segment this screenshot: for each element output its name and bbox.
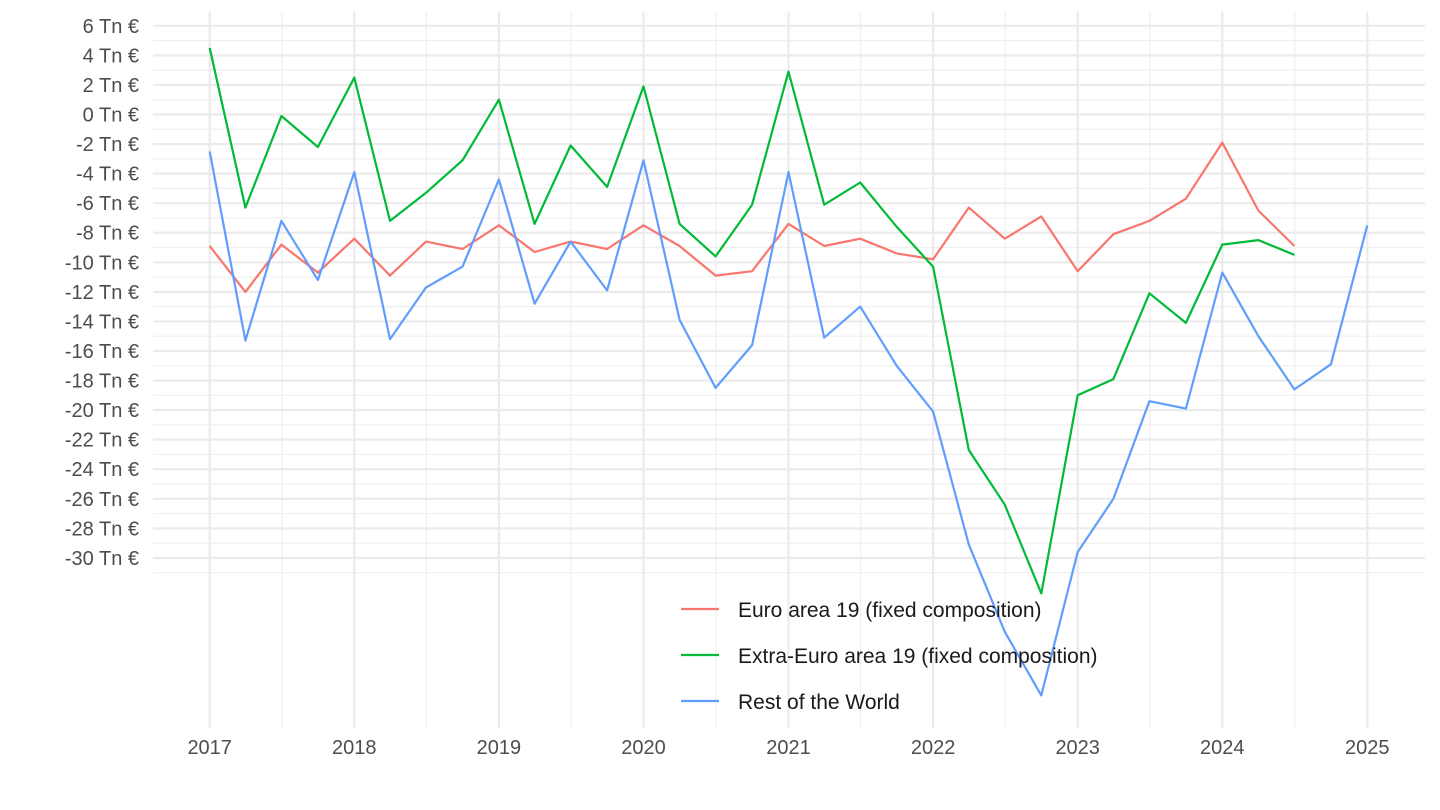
y-axis-tick-labels: 6 Tn € 4 Tn € 2 Tn € 0 Tn € -2 Tn € -4 Tn € -6… — [65, 16, 139, 570]
legend-label-1: Euro area 19 (fixed composition) — [738, 599, 1042, 622]
x-tick-label: 2021 — [766, 737, 811, 759]
x-tick-label: 2023 — [1055, 737, 1100, 759]
series-line-1 — [208, 141, 1296, 293]
y-tick-label: 4 Tn € — [83, 45, 139, 67]
y-tick-label: -20 Tn € — [65, 400, 139, 422]
x-tick-label: 2024 — [1200, 737, 1245, 759]
y-tick-label: 6 Tn € — [83, 16, 139, 38]
x-tick-label: 2017 — [187, 737, 232, 759]
y-tick-label: 0 Tn € — [83, 105, 139, 127]
major-gridlines — [153, 12, 1425, 728]
legend-label-3: Rest of the World — [738, 691, 900, 714]
y-tick-label: -24 Tn € — [65, 459, 139, 481]
series-line-2 — [208, 47, 1295, 595]
y-tick-label: -18 Tn € — [65, 371, 139, 393]
x-tick-label: 2020 — [621, 737, 666, 759]
x-axis-tick-labels: 2017 2018 2019 2020 2021 2022 2023 2024 2025 — [187, 737, 1389, 759]
x-tick-label: 2025 — [1345, 737, 1390, 759]
legend-label-2: Extra-Euro area 19 (fixed composition) — [738, 645, 1098, 668]
y-tick-label: -12 Tn € — [65, 282, 139, 304]
y-tick-label: -30 Tn € — [65, 548, 139, 570]
x-tick-label: 2022 — [911, 737, 956, 759]
y-tick-label: -22 Tn € — [65, 430, 139, 452]
y-tick-label: 2 Tn € — [83, 75, 139, 97]
y-tick-label: -28 Tn € — [65, 518, 139, 540]
y-tick-label: -2 Tn € — [76, 134, 139, 156]
y-tick-label: -14 Tn € — [65, 311, 139, 333]
legend: Euro area 19 (fixed composition) Extra-Eu… — [681, 599, 1098, 714]
y-tick-label: -6 Tn € — [76, 193, 139, 215]
x-tick-label: 2019 — [477, 737, 522, 759]
y-tick-label: -16 Tn € — [65, 341, 139, 363]
series-line-3 — [208, 151, 1369, 697]
y-tick-label: -26 Tn € — [65, 489, 139, 511]
x-tick-label: 2018 — [332, 737, 377, 759]
y-tick-label: -4 Tn € — [76, 164, 139, 186]
y-tick-label: -8 Tn € — [76, 223, 139, 245]
series-lines — [208, 47, 1369, 697]
y-tick-label: -10 Tn € — [65, 252, 139, 274]
